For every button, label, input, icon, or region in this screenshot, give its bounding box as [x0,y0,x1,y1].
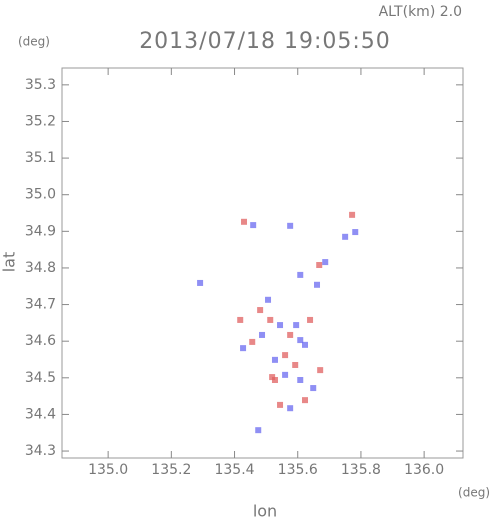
y-tick-label: 34.6 [25,333,56,349]
x-tick-label: 135.0 [88,462,128,478]
y-tick-label: 35.1 [25,150,56,166]
data-point [250,222,257,229]
data-point [316,262,323,269]
data-point [267,316,274,323]
data-point [352,229,359,236]
data-point [259,331,266,338]
y-tick-label: 34.9 [25,223,56,239]
y-axis-label: lat [0,252,19,273]
data-point [249,338,256,345]
data-point [314,281,321,288]
data-point [317,367,324,374]
y-tick-label: 35.3 [25,77,56,93]
data-point [257,307,264,314]
data-point [297,271,304,278]
data-point [240,345,247,352]
data-point [297,337,304,344]
x-unit: (deg) [458,486,490,500]
data-point [241,218,248,225]
data-point [292,361,299,368]
data-point [255,427,262,434]
y-tick-label: 34.8 [25,260,56,276]
data-point [277,322,284,329]
data-point [282,352,289,359]
data-point [277,401,284,408]
data-point [293,322,300,329]
data-point [237,316,244,323]
chart-title: 2013/07/18 19:05:50 [139,29,391,54]
data-point [269,374,276,381]
data-point [271,356,278,363]
data-point [349,211,356,218]
chart-subtitle: ALT(km) 2.0 [379,4,462,20]
y-tick-label: 35.2 [25,113,56,129]
plot-frame [61,67,464,459]
y-tick-label: 34.7 [25,297,56,313]
data-point [302,341,309,348]
x-tick-label: 135.2 [151,462,191,478]
data-point [287,222,294,229]
x-axis-label: lon [253,502,277,521]
y-tick-label: 35.0 [25,187,56,203]
x-tick-label: 136.0 [404,462,444,478]
y-tick-label: 34.4 [25,406,56,422]
y-tick-label: 34.5 [25,370,56,386]
data-point [297,377,304,383]
data-point [287,405,294,412]
x-tick-label: 135.4 [214,462,254,478]
data-point [197,279,204,286]
data-point [282,371,289,378]
data-point [302,397,309,404]
data-point [287,331,294,338]
data-point [322,259,329,266]
data-point [342,233,349,240]
x-tick-label: 135.6 [278,462,318,478]
x-tick-label: 135.8 [341,462,381,478]
y-tick-label: 34.3 [25,443,56,459]
data-point [265,296,272,303]
y-unit: (deg) [18,35,50,49]
data-point [307,316,314,323]
data-point [310,385,317,392]
